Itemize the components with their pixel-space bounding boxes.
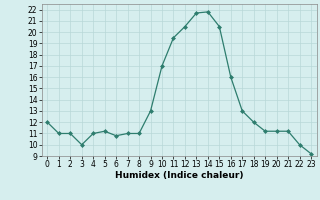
X-axis label: Humidex (Indice chaleur): Humidex (Indice chaleur) <box>115 171 244 180</box>
